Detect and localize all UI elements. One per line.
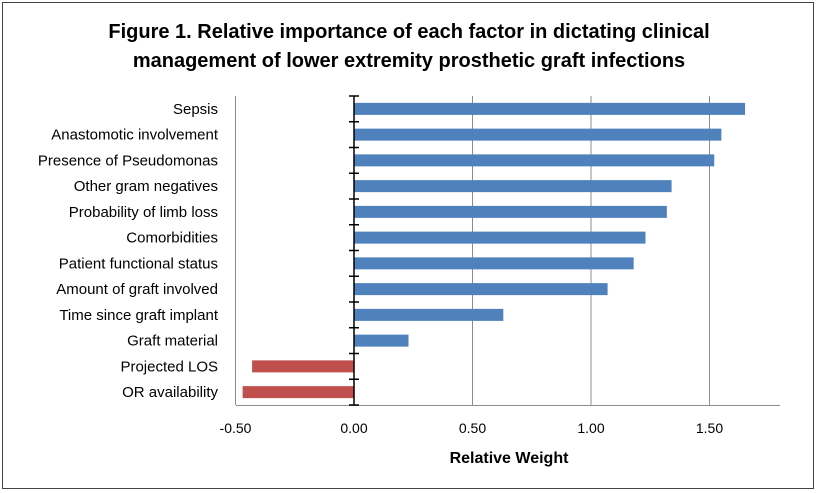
category-label: Sepsis bbox=[173, 101, 218, 118]
category-label: Anastomotic involvement bbox=[51, 127, 219, 144]
x-tick-label: -0.50 bbox=[220, 420, 252, 436]
bar-graft-material bbox=[354, 334, 409, 347]
bar-presence-of-pseudomonas bbox=[354, 154, 715, 167]
x-tick-label: 0.00 bbox=[340, 420, 367, 436]
x-tick-labels: -0.50 0.00 0.50 1.00 1.50 bbox=[220, 420, 724, 436]
bar-or-availability bbox=[242, 386, 354, 399]
chart-title-line-2: management of lower extremity prosthetic… bbox=[132, 50, 686, 72]
bar-time-since-graft-implant bbox=[354, 308, 504, 321]
bar-amount-of-graft-involved bbox=[354, 283, 608, 296]
category-label: Comorbidities bbox=[126, 230, 218, 247]
x-tick-label: 0.50 bbox=[459, 420, 486, 436]
category-label: Graft material bbox=[127, 333, 218, 350]
bar-probability-of-limb-loss bbox=[354, 205, 667, 218]
category-label: Amount of graft involved bbox=[56, 281, 218, 298]
axes bbox=[236, 95, 780, 406]
category-label: Probability of limb loss bbox=[69, 204, 218, 221]
bar-patient-functional-status bbox=[354, 257, 634, 270]
category-label: Projected LOS bbox=[120, 358, 218, 375]
category-label: Other gram negatives bbox=[74, 178, 218, 195]
chart-title-line-1: Figure 1. Relative importance of each fa… bbox=[108, 21, 710, 43]
chart-title: Figure 1. Relative importance of each fa… bbox=[0, 18, 818, 76]
bar-anastomotic-involvement bbox=[354, 128, 722, 141]
category-label: Time since graft implant bbox=[59, 307, 218, 324]
x-tick-label: 1.50 bbox=[696, 420, 723, 436]
bars bbox=[242, 102, 746, 399]
bar-other-gram-negatives bbox=[354, 180, 672, 193]
category-label: Patient functional status bbox=[59, 255, 218, 272]
category-labels: Sepsis Anastomotic involvement Presence of… bbox=[38, 101, 219, 401]
gridlines bbox=[235, 96, 710, 405]
category-label: Presence of Pseudomonas bbox=[38, 152, 218, 169]
x-tick-label: 1.00 bbox=[577, 420, 604, 436]
bar-sepsis bbox=[354, 102, 746, 115]
bar-comorbidities bbox=[354, 231, 646, 244]
bar-projected-los bbox=[252, 360, 354, 373]
category-label: OR availability bbox=[122, 384, 218, 401]
x-axis-label: Relative Weight bbox=[450, 450, 570, 467]
